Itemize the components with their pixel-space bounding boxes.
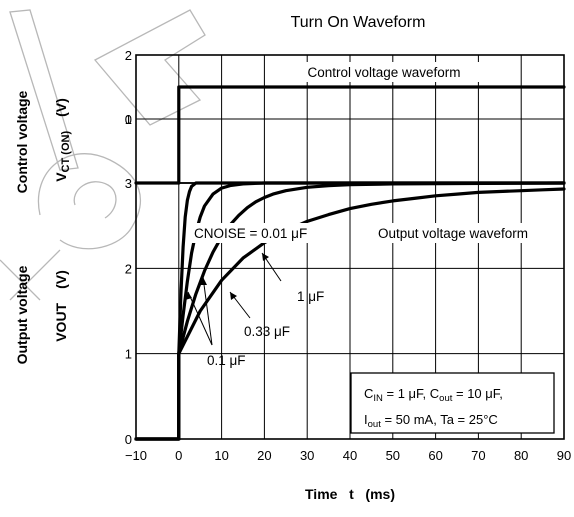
- control-waveform-label: Control voltage waveform: [307, 65, 460, 80]
- curve-label-0.1uF: 0.1 μF: [207, 353, 246, 368]
- conditions-box: CIN = 1 μF, Cout = 10 μF, Iout = 50 mA, …: [350, 372, 555, 434]
- curve-label-0.33uF: 0.33 μF: [244, 324, 290, 339]
- x-tick-label: 80: [514, 448, 528, 463]
- x-tick-label: 60: [428, 448, 442, 463]
- x-tick-label: −10: [125, 448, 147, 463]
- arrow-0.1uF-to-0.01: [187, 291, 213, 346]
- y-tick-label: 0: [125, 432, 132, 447]
- arrow-head: [262, 253, 269, 261]
- control-ylabel-line1: Control voltage: [14, 90, 30, 193]
- y-tick-label: 1: [125, 112, 132, 127]
- y-tick-label: 0: [125, 112, 132, 127]
- output-series-line-1uF: [134, 187, 566, 441]
- y-tick-label: 1: [125, 347, 132, 362]
- control-annotation-bg: [286, 62, 482, 82]
- conditions-frame: [350, 372, 555, 434]
- control-voltage-series-line: [134, 85, 566, 185]
- x-tick-label: 50: [386, 448, 400, 463]
- conditions-line-1: CIN = 1 μF, Cout = 10 μF,: [364, 386, 503, 404]
- cnoise-label-bg: [190, 223, 342, 243]
- x-tick-label: 30: [300, 448, 314, 463]
- output-ylabel-line1: Output voltage: [14, 265, 30, 364]
- x-tick-label: 20: [257, 448, 271, 463]
- watermark: [0, 9, 206, 301]
- output-annotation-bg: [360, 223, 546, 243]
- control-ylabel-line2: VCT (ON)(V): [53, 98, 72, 182]
- y-tick-label: 2: [125, 48, 132, 63]
- arrow-head: [185, 292, 192, 300]
- x-tick-label: 10: [214, 448, 228, 463]
- conditions-line-2: Iout = 50 mA, Ta = 25°C: [364, 412, 498, 430]
- y-tick-label: 2: [125, 261, 132, 276]
- arrow-head: [200, 277, 207, 285]
- output-waveform-label: Output voltage waveform: [378, 226, 528, 241]
- callout-arrows: [185, 252, 282, 346]
- y-tick-label: 3: [125, 176, 132, 191]
- output-ylabel-line2: VOUT(V): [53, 270, 69, 342]
- x-axis-label: Time t (ms): [305, 486, 395, 502]
- x-tick-labels: −10 0 10 20 30 40 50 60 70 80 90: [125, 448, 571, 463]
- x-tick-label: 70: [471, 448, 485, 463]
- arrow-0.1uF: [202, 276, 213, 346]
- output-series-line-0.33uF: [134, 181, 566, 441]
- curve-label-1uF: 1 μF: [297, 289, 324, 304]
- x-tick-label: 90: [557, 448, 571, 463]
- x-tick-label: 40: [343, 448, 357, 463]
- curve-label-0.01uF: CNOISE = 0.01 μF: [194, 226, 307, 241]
- output-series-line-0.1uF: [134, 181, 566, 441]
- x-tick-label: 0: [175, 448, 182, 463]
- chart-title: Turn On Waveform: [291, 14, 426, 31]
- arrow-head: [230, 292, 237, 300]
